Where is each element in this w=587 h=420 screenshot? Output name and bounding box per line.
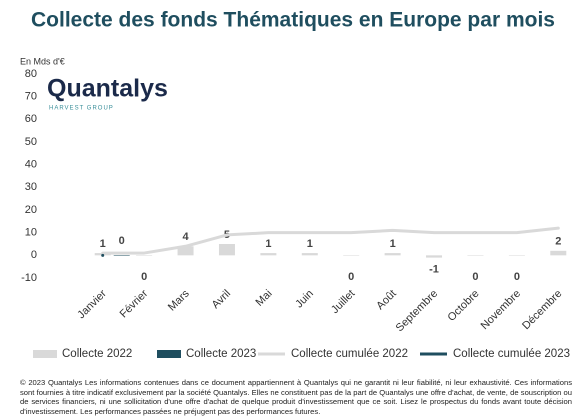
y-tick-label: 20 [25, 204, 37, 216]
legend-label: Collecte cumulée 2023 [453, 348, 570, 360]
bar [467, 255, 484, 256]
bar [343, 255, 360, 256]
legend-label: Collecte cumulée 2022 [291, 348, 408, 360]
y-tick-label: -10 [21, 272, 37, 284]
y-tick-label: 40 [25, 159, 37, 171]
data-label: 1 [307, 238, 313, 250]
x-tick-label: Janvier [75, 287, 109, 321]
data-label: 0 [119, 235, 125, 247]
footer: © 2023 Quantalys Les informations conten… [20, 378, 572, 416]
bar [177, 246, 194, 256]
bar [550, 250, 567, 256]
data-label: 0 [348, 271, 354, 283]
x-tick-label: Avril [210, 288, 233, 311]
data-label: 2 [555, 236, 561, 248]
bar [508, 255, 525, 256]
data-label: 1 [100, 238, 106, 250]
bar [260, 253, 277, 256]
y-tick-label: 0 [31, 249, 37, 261]
y-tick-label: 80 [25, 68, 37, 80]
x-tick-label: Juin [293, 288, 316, 311]
logo-subtitle: HARVEST GROUP [49, 106, 114, 112]
x-tick-label: Mai [254, 288, 275, 309]
data-label: 4 [182, 231, 189, 243]
bar [136, 255, 153, 256]
x-tick-label: Décembre [520, 288, 564, 332]
logo-name: Quantalys [47, 75, 168, 103]
legend-swatch [33, 350, 57, 358]
data-label: 0 [472, 271, 478, 283]
x-tick-label: Mars [166, 287, 192, 313]
data-label: 1 [265, 238, 271, 250]
data-label: -1 [429, 264, 439, 276]
legend-label: Collecte 2022 [62, 348, 132, 360]
legend-swatch [157, 350, 181, 358]
x-tick-label: Août [374, 288, 398, 312]
y-tick-label: 60 [25, 113, 37, 125]
bar [426, 255, 443, 258]
data-label: 0 [141, 271, 147, 283]
x-tick-label: Novembre [479, 288, 523, 332]
bar [113, 255, 130, 256]
y-tick-label: 10 [25, 227, 37, 239]
x-tick-label: Septembre [394, 288, 441, 335]
y-tick-label: 30 [25, 181, 37, 193]
bar [218, 244, 235, 256]
chart-title: Collecte des fonds Thématiques en Europe… [31, 9, 555, 32]
y-tick-label: 50 [25, 136, 37, 148]
y-axis-label: En Mds d'€ [20, 56, 65, 66]
legend-label: Collecte 2023 [186, 348, 256, 360]
y-tick-label: 70 [25, 91, 37, 103]
bar [384, 253, 401, 256]
x-tick-label: Février [118, 287, 151, 320]
bar [301, 253, 318, 256]
x-tick-label: Octobre [445, 288, 481, 324]
data-label: 1 [390, 238, 396, 250]
data-label: 0 [514, 271, 520, 283]
x-tick-label: Juillet [329, 288, 357, 316]
line [101, 226, 560, 255]
